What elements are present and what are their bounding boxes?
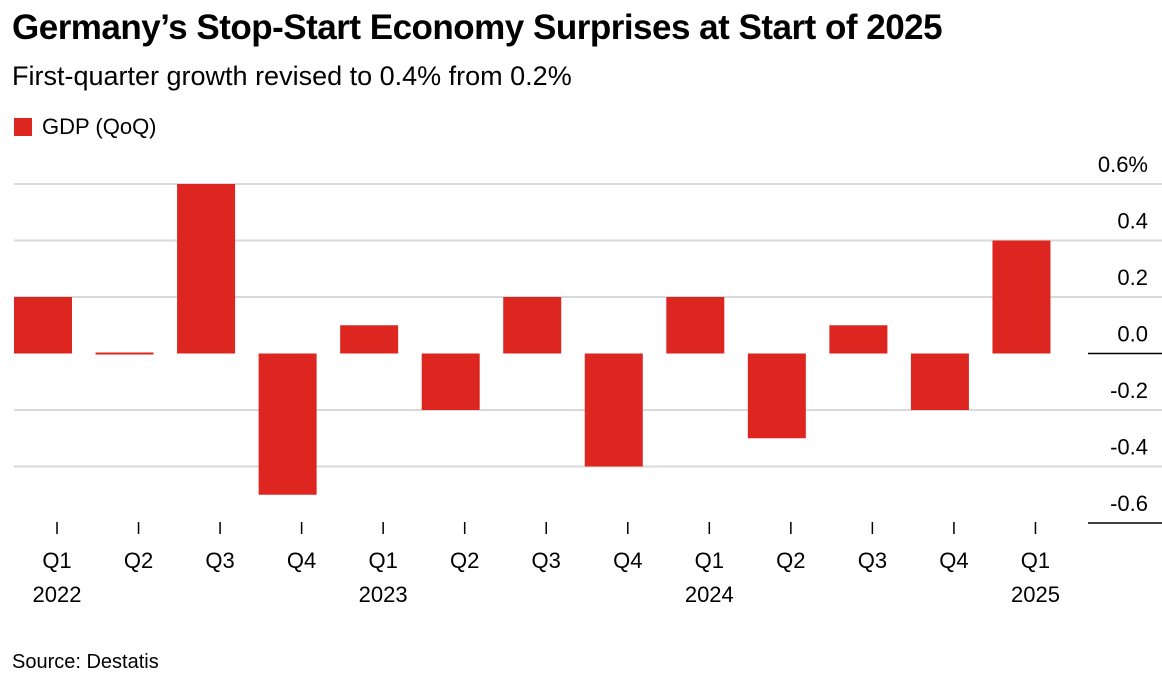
x-year-label: 2024 <box>685 582 734 607</box>
x-tick-label: Q3 <box>532 548 561 573</box>
y-tick-label: 0.6% <box>1098 152 1148 177</box>
x-year-label: 2025 <box>1011 582 1060 607</box>
x-tick-label: Q1 <box>42 548 71 573</box>
y-tick-label: -0.6 <box>1110 491 1148 516</box>
bar <box>259 354 317 495</box>
bar <box>666 297 724 354</box>
y-tick-label: -0.4 <box>1110 435 1148 460</box>
x-tick-label: Q4 <box>939 548 968 573</box>
x-tick-label: Q2 <box>124 548 153 573</box>
x-year-label: 2023 <box>359 582 408 607</box>
bar <box>992 241 1050 354</box>
bar <box>340 325 398 353</box>
x-tick-label: Q4 <box>613 548 642 573</box>
bar <box>585 354 643 467</box>
bar <box>748 354 806 439</box>
bar <box>177 184 235 354</box>
bar <box>503 297 561 354</box>
x-tick-label: Q1 <box>1021 548 1050 573</box>
x-tick-label: Q4 <box>287 548 316 573</box>
x-tick-label: Q3 <box>858 548 887 573</box>
y-tick-label: 0.2 <box>1117 265 1148 290</box>
x-tick-label: Q3 <box>205 548 234 573</box>
bar <box>422 354 480 411</box>
bar <box>96 353 154 355</box>
x-tick-label: Q2 <box>450 548 479 573</box>
x-year-label: 2022 <box>33 582 82 607</box>
y-tick-label: -0.2 <box>1110 378 1148 403</box>
x-tick-label: Q1 <box>368 548 397 573</box>
y-tick-label: 0.0 <box>1117 322 1148 347</box>
bar <box>829 325 887 353</box>
y-tick-label: 0.4 <box>1117 209 1148 234</box>
source-note: Source: Destatis <box>12 651 159 674</box>
bar <box>14 297 72 354</box>
x-tick-label: Q2 <box>776 548 805 573</box>
x-tick-label: Q1 <box>695 548 724 573</box>
bar <box>911 354 969 411</box>
